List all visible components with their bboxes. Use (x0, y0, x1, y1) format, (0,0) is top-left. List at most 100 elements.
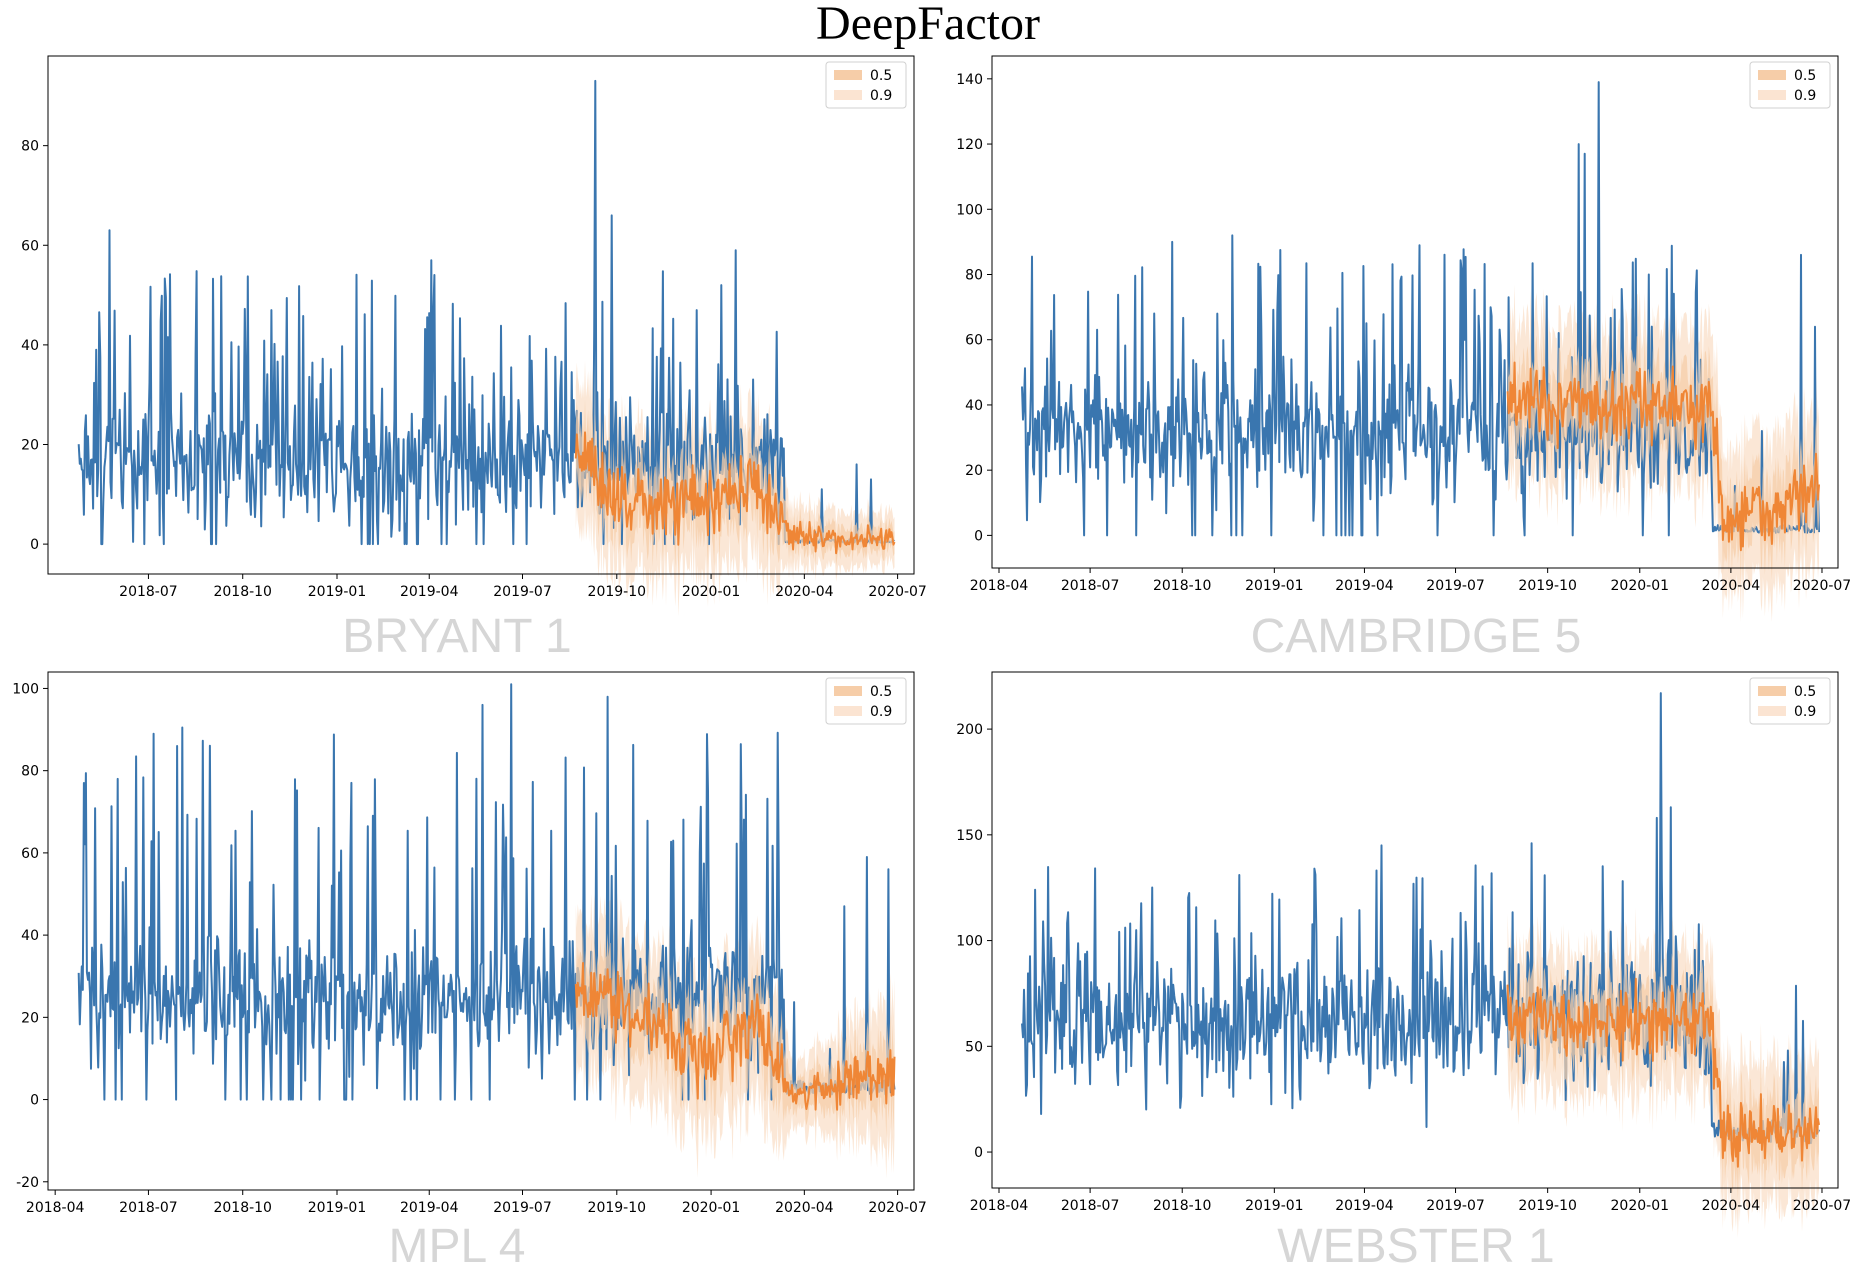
x-tick-label: 2018-04 (970, 1198, 1029, 1214)
legend-label: 0.9 (870, 704, 892, 720)
series-actual (1021, 81, 1820, 537)
legend-box (825, 61, 907, 109)
x-tick-label: 2020-04 (1702, 1198, 1761, 1214)
x-tick-label: 2019-07 (1426, 1198, 1485, 1214)
legend-label: 0.5 (1794, 684, 1816, 700)
x-tick-label: 2018-10 (1153, 578, 1212, 594)
x-tick-label: 2019-07 (493, 1200, 552, 1216)
x-tick-label: 2018-10 (213, 584, 272, 600)
chart-panel-webster-1: 0 50 100 150 200 2018-04 2018-07 2018-10 2019-01… (956, 671, 1852, 1238)
x-tick-label: 2018-07 (119, 1200, 178, 1216)
legend-label: 0.5 (870, 68, 892, 84)
legend-box (825, 677, 907, 725)
x-tick-label: 2019-01 (308, 1200, 367, 1216)
chart-panel-bryant-1: 0 20 40 60 80 2018-07 2018-10 2019-01 2019-04 201… (21, 55, 927, 617)
legend-swatch (1758, 706, 1786, 716)
y-tick-label: -20 (16, 1175, 39, 1191)
x-tick-label: 2018-07 (1061, 1198, 1120, 1214)
x-tick-label: 2019-04 (400, 1200, 459, 1216)
legend-swatch (1758, 90, 1786, 100)
legend-label: 0.9 (870, 88, 892, 104)
x-tick-label: 2018-10 (1153, 1198, 1212, 1214)
axes-frame (47, 55, 915, 575)
axes-frame (991, 671, 1839, 1189)
y-tick-label: 0 (30, 1093, 39, 1109)
x-tick-label: 2020-04 (775, 1200, 834, 1216)
y-tick-label: 0 (30, 537, 39, 553)
panel-label-webster-1: WEBSTER 1 (1277, 1220, 1555, 1273)
y-tick-label: 20 (21, 1010, 39, 1026)
y-tick-label: 200 (956, 722, 983, 738)
legend-label: 0.9 (1794, 704, 1816, 720)
y-tick-label: 120 (956, 137, 983, 153)
plot-area (992, 672, 1838, 1188)
x-tick-label: 2020-01 (682, 584, 741, 600)
x-tick-label: 2018-04 (26, 1200, 85, 1216)
band-90 (1507, 907, 1819, 1238)
y-tick-label: 20 (21, 438, 39, 454)
x-tick-label: 2018-07 (119, 584, 178, 600)
y-tick-label: 40 (965, 398, 983, 414)
legend-swatch (834, 686, 862, 696)
y-tick-label: 140 (956, 72, 983, 88)
legend-swatch (834, 90, 862, 100)
x-tick-label: 2020-01 (682, 1200, 741, 1216)
legend-box (1749, 677, 1831, 725)
chart-panel-cambridge-5: 0 20 40 60 80 100 120 140 2018-04 2018-07 2018-10 2… (956, 55, 1852, 622)
y-tick-label: 100 (12, 681, 39, 697)
x-tick-label: 2020-01 (1611, 1198, 1670, 1214)
legend-label: 0.5 (870, 684, 892, 700)
y-tick-label: 80 (21, 139, 39, 155)
chart-panel-mpl-4: -20 0 20 40 60 80 100 2018-04 2018-07 2018-10 2019… (12, 671, 927, 1216)
y-tick-label: 100 (956, 934, 983, 950)
legend-swatch (834, 706, 862, 716)
x-tick-label: 2019-07 (493, 584, 552, 600)
legend-box (1749, 61, 1831, 109)
x-tick-label: 2018-04 (970, 578, 1029, 594)
axes-frame (47, 671, 915, 1191)
axes-frame (991, 55, 1839, 569)
y-tick-label: 40 (21, 928, 39, 944)
series-forecast-median (574, 962, 896, 1111)
x-tick-label: 2019-10 (588, 1200, 647, 1216)
legend-swatch (1758, 686, 1786, 696)
series-forecast-median (1506, 361, 1820, 552)
x-tick-label: 2020-04 (1702, 578, 1761, 594)
x-tick-label: 2019-01 (1245, 1198, 1304, 1214)
x-tick-label: 2020-07 (1793, 1198, 1852, 1214)
x-tick-label: 2020-07 (868, 1200, 927, 1216)
y-tick-label: 0 (974, 528, 983, 544)
y-tick-label: 60 (965, 333, 983, 349)
x-tick-label: 2018-07 (1061, 578, 1120, 594)
x-tick-label: 2019-01 (308, 584, 367, 600)
y-tick-label: 40 (21, 338, 39, 354)
legend-swatch (1758, 70, 1786, 80)
series-forecast-median (574, 431, 896, 555)
x-tick-label: 2019-10 (588, 584, 647, 600)
y-tick-label: 50 (965, 1039, 983, 1055)
x-tick-label: 2019-04 (1335, 1198, 1394, 1214)
y-tick-label: 80 (21, 764, 39, 780)
y-tick-label: 60 (21, 238, 39, 254)
series-forecast-median (1506, 977, 1820, 1168)
legend-label: 0.5 (1794, 68, 1816, 84)
y-tick-label: 20 (965, 463, 983, 479)
x-tick-label: 2019-10 (1518, 1198, 1577, 1214)
x-tick-label: 2020-04 (775, 584, 834, 600)
legend-swatch (834, 70, 862, 80)
y-tick-label: 80 (965, 267, 983, 283)
panel-label-bryant-1: BRYANT 1 (342, 610, 572, 663)
y-tick-label: 0 (974, 1145, 983, 1161)
x-tick-label: 2019-10 (1518, 578, 1577, 594)
x-tick-label: 2019-07 (1426, 578, 1485, 594)
x-tick-label: 2020-07 (1793, 578, 1852, 594)
y-tick-label: 150 (956, 828, 983, 844)
y-tick-label: 100 (956, 202, 983, 218)
figure-title: DeepFactor (816, 0, 1040, 50)
x-tick-label: 2020-07 (868, 584, 927, 600)
x-tick-label: 2020-01 (1611, 578, 1670, 594)
x-tick-label: 2019-04 (1335, 578, 1394, 594)
x-tick-label: 2019-01 (1245, 578, 1304, 594)
x-tick-label: 2019-04 (400, 584, 459, 600)
y-tick-label: 60 (21, 846, 39, 862)
